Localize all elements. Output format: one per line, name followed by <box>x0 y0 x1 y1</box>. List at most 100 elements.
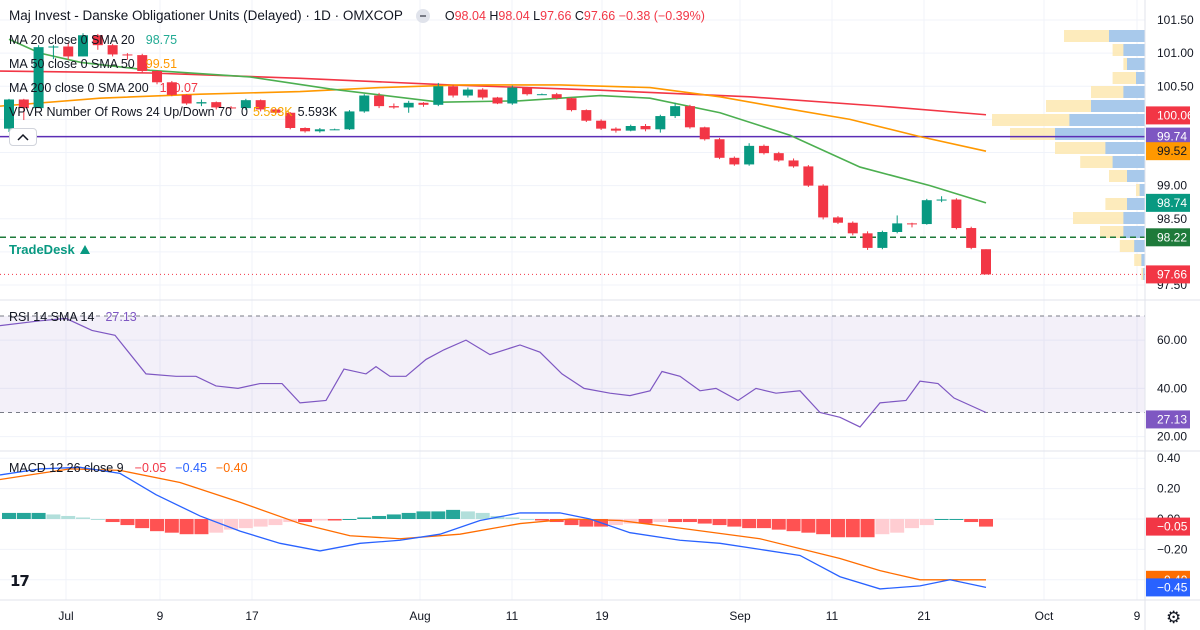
macd-histogram-bar <box>298 519 313 523</box>
legend-ma50[interactable]: MA 50 close 0 SMA 50 99.51 <box>9 57 177 71</box>
macd-histogram-bar <box>386 514 401 519</box>
macd-histogram-bar <box>890 519 905 533</box>
macd-label[interactable]: MACD 12 26 close 9 <box>9 461 124 475</box>
macd-hist-value: −0.05 <box>134 461 167 475</box>
candle-body <box>166 82 177 95</box>
macd-histogram-bar <box>875 519 890 535</box>
price-tick-label: 101.00 <box>1157 46 1194 60</box>
macd-histogram-bar <box>830 519 845 538</box>
macd-histogram-bar <box>164 519 179 533</box>
rsi-label[interactable]: RSI 14 SMA 14 <box>9 310 95 324</box>
gear-icon[interactable]: ⚙ <box>1166 608 1182 628</box>
candle-body <box>4 99 14 129</box>
price-badge-label: 99.52 <box>1157 144 1187 158</box>
macd-tick-label: −0.20 <box>1157 542 1188 556</box>
macd-histogram-bar <box>845 519 860 538</box>
candle-body <box>433 86 444 105</box>
macd-histogram-bar <box>771 519 786 530</box>
macd-histogram-bar <box>475 512 490 519</box>
candle-body <box>255 100 266 110</box>
macd-histogram-bar <box>2 512 16 519</box>
price-tick-label: 99.00 <box>1157 179 1187 193</box>
macd-badge-label: −0.45 <box>1157 580 1188 594</box>
low-value: 97.66 <box>540 8 572 23</box>
candle-body <box>181 94 192 104</box>
ma200-label[interactable]: MA 200 close 0 SMA 200 <box>9 81 149 95</box>
price-badge-label: 98.22 <box>1157 230 1187 244</box>
macd-line <box>0 466 987 590</box>
symbol-header[interactable]: Maj Invest - Danske Obligationer Units (… <box>9 8 705 23</box>
macd-histogram-bar <box>46 514 61 519</box>
open-label: O <box>444 8 455 23</box>
legend-ma20[interactable]: MA 20 close 0 SMA 20 98.75 <box>9 33 177 47</box>
legend-vpvr[interactable]: VPVR Number Of Rows 24 Up/Down 70 0 5.59… <box>9 105 337 119</box>
high-label: H <box>489 8 499 23</box>
macd-histogram-bar <box>608 519 623 526</box>
tradedesk-label[interactable]: TradeDesk <box>9 242 90 257</box>
time-tick-label: 17 <box>245 609 259 623</box>
legend-macd[interactable]: MACD 12 26 close 9 −0.05 −0.45 −0.40 <box>9 461 248 475</box>
candle-body <box>418 102 429 105</box>
macd-signal-line <box>0 468 986 581</box>
candle-body <box>285 112 296 128</box>
candle-body <box>522 87 533 95</box>
volume-profile <box>992 30 1145 280</box>
macd-histogram-bar <box>697 519 712 524</box>
candle-body <box>122 54 133 56</box>
hide-legend-icon[interactable] <box>415 8 430 23</box>
ma20-value: 98.75 <box>145 33 178 47</box>
collapse-legend-button[interactable] <box>9 128 37 146</box>
candle-body <box>33 47 44 109</box>
macd-histogram-bar <box>357 517 372 519</box>
time-tick-label: 11 <box>506 609 519 623</box>
macd-histogram-bar <box>179 519 194 535</box>
macd-histogram-bar <box>209 519 224 533</box>
legend-rsi[interactable]: RSI 14 SMA 14 27.13 <box>9 310 137 324</box>
price-badge <box>1146 193 1190 212</box>
time-tick-label: 9 <box>1134 609 1141 623</box>
candle-body <box>388 106 399 108</box>
rsi-tick-label: 20.00 <box>1157 430 1187 444</box>
volume-profile-bar-up <box>1069 114 1145 126</box>
candle-body <box>699 127 710 140</box>
candle-body <box>596 120 607 129</box>
candle-body <box>729 157 740 165</box>
macd-histogram-bar <box>653 519 668 523</box>
open-value: 98.04 <box>454 8 486 23</box>
candle-body <box>403 102 414 108</box>
volume-profile-bar-up <box>1127 58 1145 70</box>
macd-histogram-bar <box>638 519 653 524</box>
price-badge <box>1146 127 1190 146</box>
macd-histogram-bar <box>327 519 342 521</box>
macd-histogram-bar <box>90 519 105 520</box>
macd-histogram-bar <box>816 519 831 535</box>
price-badge-label: 98.74 <box>1157 196 1187 210</box>
candle-body <box>877 232 888 248</box>
volume-profile-bar-up <box>1134 240 1145 252</box>
time-tick-label: Jul <box>58 609 73 623</box>
time-tick-label: 19 <box>595 609 609 623</box>
time-tick-label: 9 <box>157 609 164 623</box>
macd-histogram-bar <box>964 519 979 523</box>
price-badge-label: 97.66 <box>1157 267 1187 281</box>
time-tick-label: Sep <box>729 609 751 623</box>
tradingview-logo[interactable]: 17 <box>10 572 30 590</box>
rsi-pane <box>0 315 1145 428</box>
macd-histogram-bar <box>712 519 727 526</box>
candle-body <box>300 127 311 132</box>
vpvr-label[interactable]: VPVR Number Of Rows 24 Up/Down 70 <box>9 105 233 119</box>
ma50-label[interactable]: MA 50 close 0 SMA 50 <box>9 57 135 71</box>
macd-histogram-bar <box>460 511 475 519</box>
vpvr-value-3: 5.593K <box>297 105 338 119</box>
ma20-label[interactable]: MA 20 close 0 SMA 20 <box>9 33 135 47</box>
macd-histogram-bar <box>253 519 268 527</box>
macd-badge <box>1146 517 1190 536</box>
volume-profile-bar-up <box>1123 226 1145 238</box>
macd-histogram-bar <box>727 519 742 527</box>
macd-histogram-bar <box>668 519 683 523</box>
legend-ma200[interactable]: MA 200 close 0 SMA 200 100.07 <box>9 81 198 95</box>
chevron-up-icon <box>17 133 29 141</box>
symbol-title[interactable]: Maj Invest - Danske Obligationer Units (… <box>9 8 403 23</box>
candle-body <box>152 71 163 83</box>
